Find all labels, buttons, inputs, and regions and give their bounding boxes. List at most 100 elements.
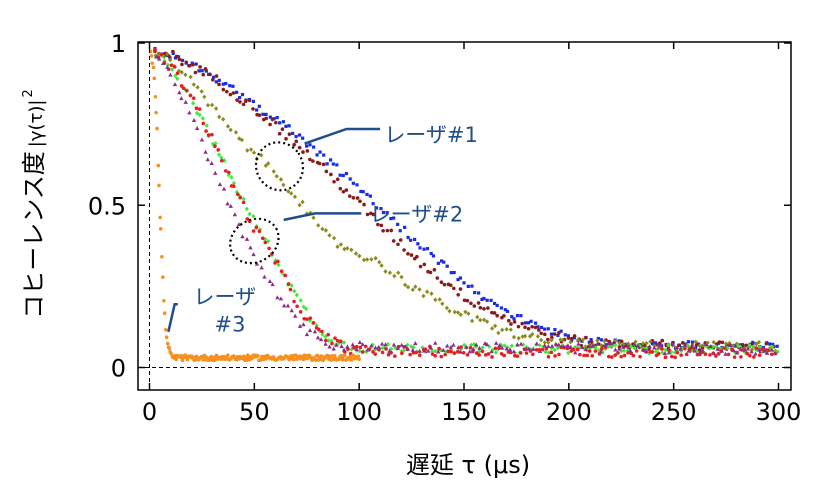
data-point	[379, 223, 384, 228]
data-point	[738, 344, 743, 350]
data-point	[725, 345, 730, 351]
data-point	[365, 192, 369, 197]
data-point	[459, 345, 463, 349]
data-point	[745, 351, 749, 356]
data-point	[238, 195, 243, 200]
data-point	[518, 351, 523, 355]
data-point	[231, 180, 237, 186]
data-point	[536, 325, 540, 329]
data-point	[369, 343, 374, 348]
data-point	[245, 148, 250, 153]
data-point	[199, 137, 205, 142]
data-point	[508, 350, 513, 355]
data-point	[441, 347, 446, 352]
data-point	[294, 134, 298, 139]
data-point	[499, 351, 504, 356]
data-point	[238, 100, 242, 104]
data-point	[315, 335, 321, 340]
data-point	[756, 347, 762, 352]
data-point	[219, 155, 224, 160]
data-point	[690, 342, 695, 347]
data-point	[531, 352, 535, 357]
data-point	[617, 341, 622, 346]
data-point	[760, 347, 764, 351]
data-point	[428, 345, 434, 350]
data-point	[444, 305, 449, 311]
data-point	[235, 90, 239, 94]
data-point	[429, 251, 433, 256]
data-point	[495, 303, 499, 308]
data-point	[251, 252, 256, 257]
x-tick-label: 200	[546, 398, 592, 426]
data-point	[727, 340, 732, 346]
data-point	[248, 245, 253, 250]
data-point	[632, 341, 637, 346]
data-point	[286, 282, 291, 286]
data-point	[277, 131, 282, 136]
data-point	[697, 342, 701, 346]
data-point	[298, 310, 303, 314]
data-point	[599, 338, 604, 342]
data-point	[351, 195, 356, 200]
data-point	[297, 202, 302, 208]
data-point	[322, 153, 326, 157]
data-point	[341, 173, 345, 178]
x-tick-label: 50	[239, 398, 270, 426]
data-point	[478, 305, 483, 310]
data-point	[391, 239, 396, 243]
data-point	[414, 350, 418, 355]
data-point	[679, 353, 683, 357]
data-point	[285, 303, 291, 308]
data-point	[602, 338, 607, 344]
svg-text:コヒーレンス度|γ(τ)|2: コヒーレンス度 |γ(τ)| 2	[20, 89, 48, 318]
data-point	[354, 347, 359, 352]
data-point	[722, 346, 727, 350]
data-point	[559, 329, 563, 333]
data-point	[174, 54, 179, 59]
annotation-label: レーザ#2	[370, 202, 464, 226]
data-point	[292, 299, 296, 304]
data-point	[613, 338, 618, 343]
data-point	[392, 273, 397, 279]
data-point	[410, 347, 416, 352]
data-point	[411, 350, 416, 355]
data-point	[736, 343, 741, 349]
data-point	[335, 338, 340, 343]
data-point	[284, 124, 288, 128]
data-point	[244, 358, 249, 362]
data-point	[300, 199, 305, 205]
data-point	[321, 162, 326, 167]
data-point	[409, 253, 414, 257]
data-point	[175, 71, 180, 76]
data-point	[480, 297, 484, 302]
data-point	[267, 279, 273, 284]
data-point	[228, 127, 233, 133]
data-point	[520, 321, 525, 326]
data-point	[433, 353, 438, 358]
data-point	[365, 257, 370, 262]
data-point	[523, 325, 527, 330]
data-point	[723, 341, 729, 347]
data-point	[371, 350, 375, 354]
data-point	[383, 342, 388, 347]
data-point	[197, 112, 202, 118]
data-point	[456, 345, 461, 350]
data-point	[576, 337, 581, 343]
data-point	[432, 268, 437, 272]
data-point	[271, 169, 276, 174]
data-point	[519, 314, 523, 318]
data-point	[734, 341, 739, 347]
data-point	[214, 80, 218, 84]
data-point	[465, 298, 470, 303]
y-tick-label: 0	[111, 355, 126, 383]
data-point	[225, 124, 231, 129]
data-point	[546, 343, 551, 348]
data-point	[226, 353, 230, 357]
data-point	[162, 298, 166, 303]
data-point	[179, 84, 184, 88]
annotations-layer: レーザ#1 レーザ#2 レーザ #3	[167, 123, 478, 337]
data-point	[211, 77, 215, 82]
data-point	[374, 206, 379, 210]
data-point	[504, 346, 509, 351]
data-point	[477, 345, 482, 350]
